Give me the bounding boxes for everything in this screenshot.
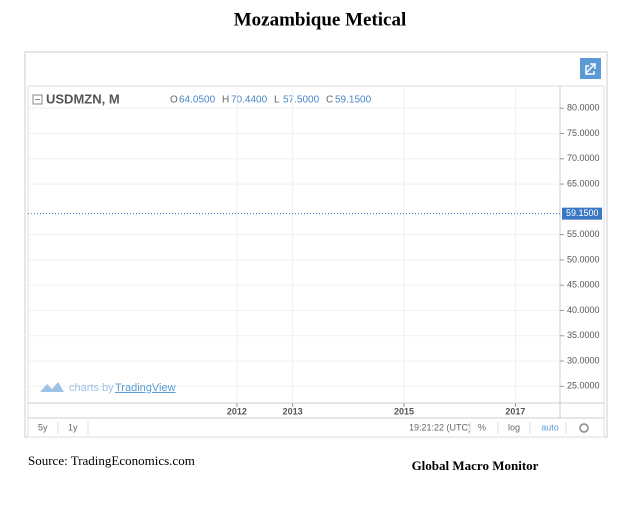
last-value-label: 59.1500 — [566, 208, 599, 218]
x-tick-label: 2012 — [227, 406, 247, 416]
toolbar-item[interactable]: log — [508, 422, 520, 432]
ohlc-key: O — [170, 95, 178, 106]
tv-logo — [40, 382, 64, 392]
x-tick-label: 2017 — [505, 406, 525, 416]
ohlc-value: 70.4400 — [231, 95, 268, 106]
branding-link[interactable]: TradingView — [115, 382, 176, 394]
y-tick-label: 30.0000 — [567, 355, 600, 365]
collapse-box[interactable] — [32, 94, 43, 105]
expand-icon — [585, 63, 596, 75]
range-button[interactable]: 5y — [38, 422, 48, 432]
symbol: USDMZN, M — [46, 91, 120, 106]
toolbar-item: 19:21:22 (UTC) — [409, 422, 471, 432]
ohlc-value: 57.5000 — [283, 95, 320, 106]
y-tick-label: 80.0000 — [567, 103, 600, 113]
last-value-box — [562, 207, 602, 220]
y-tick-label: 70.0000 — [567, 153, 600, 163]
range-button[interactable]: 1y — [68, 422, 78, 432]
chart-title: Mozambique Metical — [234, 9, 407, 30]
ohlc-key: C — [326, 95, 333, 106]
ohlc-value: 59.1500 — [335, 95, 372, 106]
x-tick-label: 2013 — [283, 406, 303, 416]
y-tick-label: 25.0000 — [567, 381, 600, 391]
toolbar-item[interactable]: % — [478, 422, 486, 432]
branding-prefix: charts by — [69, 382, 114, 394]
toolbar-item[interactable]: auto — [541, 422, 559, 432]
settings-icon[interactable] — [579, 423, 589, 433]
y-tick-label: 40.0000 — [567, 305, 600, 315]
x-tick-label: 2015 — [394, 406, 414, 416]
y-tick-label: 65.0000 — [567, 178, 600, 188]
y-tick-label: 45.0000 — [567, 280, 600, 290]
credit: Global Macro Monitor — [412, 458, 539, 473]
ohlc-value: 64.0500 — [179, 95, 216, 106]
source: Source: TradingEconomics.com — [28, 453, 195, 468]
y-tick-label: 55.0000 — [567, 229, 600, 239]
y-tick-label: 35.0000 — [567, 330, 600, 340]
ohlc-key: H — [222, 95, 229, 106]
chart-panel — [27, 85, 605, 438]
ohlc-key: L — [274, 95, 280, 106]
y-tick-label: 50.0000 — [567, 254, 600, 264]
y-tick-label: 75.0000 — [567, 128, 600, 138]
